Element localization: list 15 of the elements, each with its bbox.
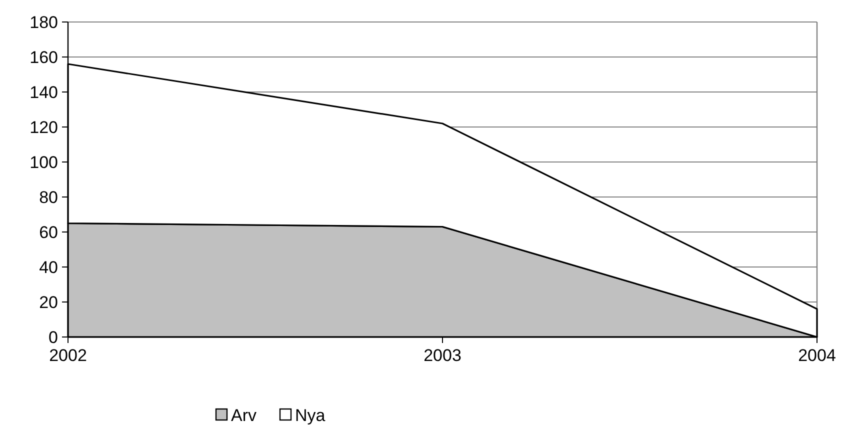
y-tick-label: 180 <box>30 12 58 32</box>
y-tick-label: 20 <box>39 292 58 312</box>
legend-label: Arv <box>231 406 257 425</box>
y-tick-label: 60 <box>39 222 58 242</box>
legend-label: Nya <box>295 406 326 425</box>
y-tick-label: 80 <box>39 188 58 207</box>
y-tick-label: 40 <box>39 258 58 277</box>
y-tick-label: 120 <box>30 118 58 137</box>
x-tick-label: 2003 <box>424 346 462 365</box>
x-tick-label: 2002 <box>49 346 87 365</box>
y-tick-label: 140 <box>30 82 58 102</box>
y-tick-label: 160 <box>30 48 58 67</box>
y-tick-label: 100 <box>30 152 58 172</box>
y-tick-label: 0 <box>48 328 58 347</box>
x-tick-label: 2004 <box>798 346 836 365</box>
